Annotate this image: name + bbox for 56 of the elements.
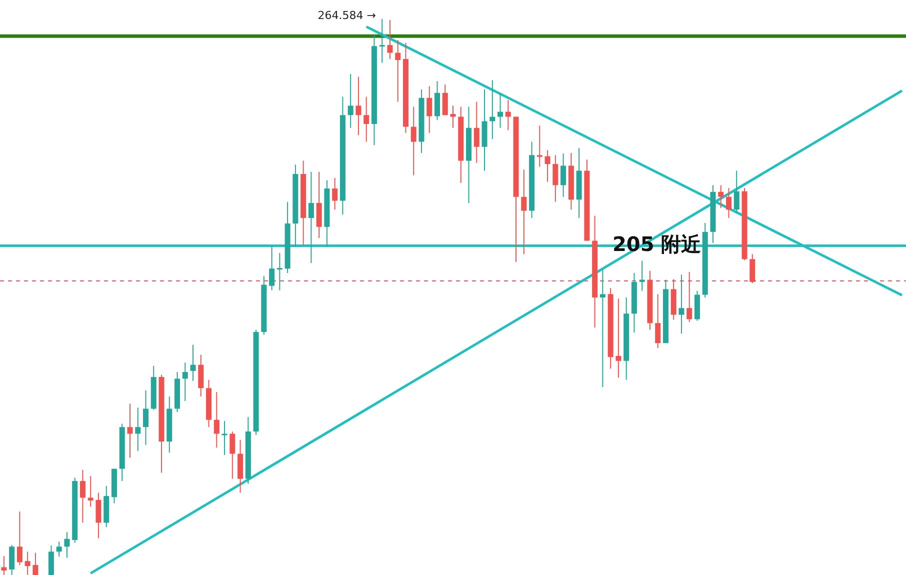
candlestick bbox=[686, 271, 692, 322]
candlestick bbox=[364, 96, 370, 142]
candlestick bbox=[276, 252, 282, 291]
candlestick bbox=[48, 545, 54, 575]
candlestick bbox=[750, 254, 756, 284]
candlestick bbox=[16, 511, 22, 566]
candlestick bbox=[718, 184, 724, 208]
candlestick bbox=[560, 152, 566, 198]
candlestick bbox=[498, 92, 504, 128]
candlestick bbox=[190, 344, 196, 382]
candlestick bbox=[356, 76, 362, 136]
candlestick bbox=[142, 390, 149, 446]
candlestick bbox=[332, 177, 338, 210]
candlestick bbox=[222, 420, 228, 456]
candlestick bbox=[387, 20, 393, 60]
candlestick bbox=[214, 392, 220, 448]
candlestick bbox=[726, 187, 732, 218]
candlestick bbox=[639, 260, 645, 292]
candlestick bbox=[308, 171, 314, 264]
candlestick bbox=[1, 556, 7, 575]
candlestick bbox=[96, 492, 102, 539]
candlestick bbox=[269, 245, 275, 291]
candlestick bbox=[505, 100, 511, 131]
candlestick bbox=[442, 84, 448, 116]
candlestick bbox=[32, 552, 38, 575]
candlestick bbox=[616, 298, 622, 378]
candlestick bbox=[182, 362, 188, 402]
candlestick bbox=[135, 407, 141, 452]
candlestick bbox=[348, 73, 354, 128]
candlestick bbox=[490, 80, 496, 140]
candlestick bbox=[600, 269, 606, 388]
candlestick bbox=[426, 86, 432, 134]
candlestick bbox=[88, 476, 94, 508]
candlestick bbox=[544, 150, 550, 182]
candlestick bbox=[552, 154, 558, 202]
candlestick bbox=[9, 544, 15, 575]
candlestick bbox=[80, 469, 86, 524]
candlestick bbox=[410, 106, 416, 176]
annotation: 264.584 → bbox=[318, 8, 376, 22]
candlestick bbox=[536, 125, 542, 168]
candlestick bbox=[450, 105, 456, 128]
candlestick bbox=[474, 101, 480, 164]
candlestick bbox=[56, 541, 62, 558]
candlestick bbox=[655, 294, 661, 349]
candlestick bbox=[127, 403, 133, 458]
candlestick bbox=[678, 274, 684, 334]
candlestick bbox=[198, 354, 204, 397]
candlestick bbox=[379, 18, 385, 64]
candlestick bbox=[230, 431, 236, 480]
candlestick bbox=[521, 169, 527, 255]
candlestick bbox=[24, 551, 30, 575]
candlestick bbox=[395, 40, 401, 102]
candlestick bbox=[434, 80, 440, 121]
candlestick bbox=[734, 170, 740, 214]
candlestick bbox=[316, 171, 322, 239]
candlestick bbox=[64, 532, 70, 558]
